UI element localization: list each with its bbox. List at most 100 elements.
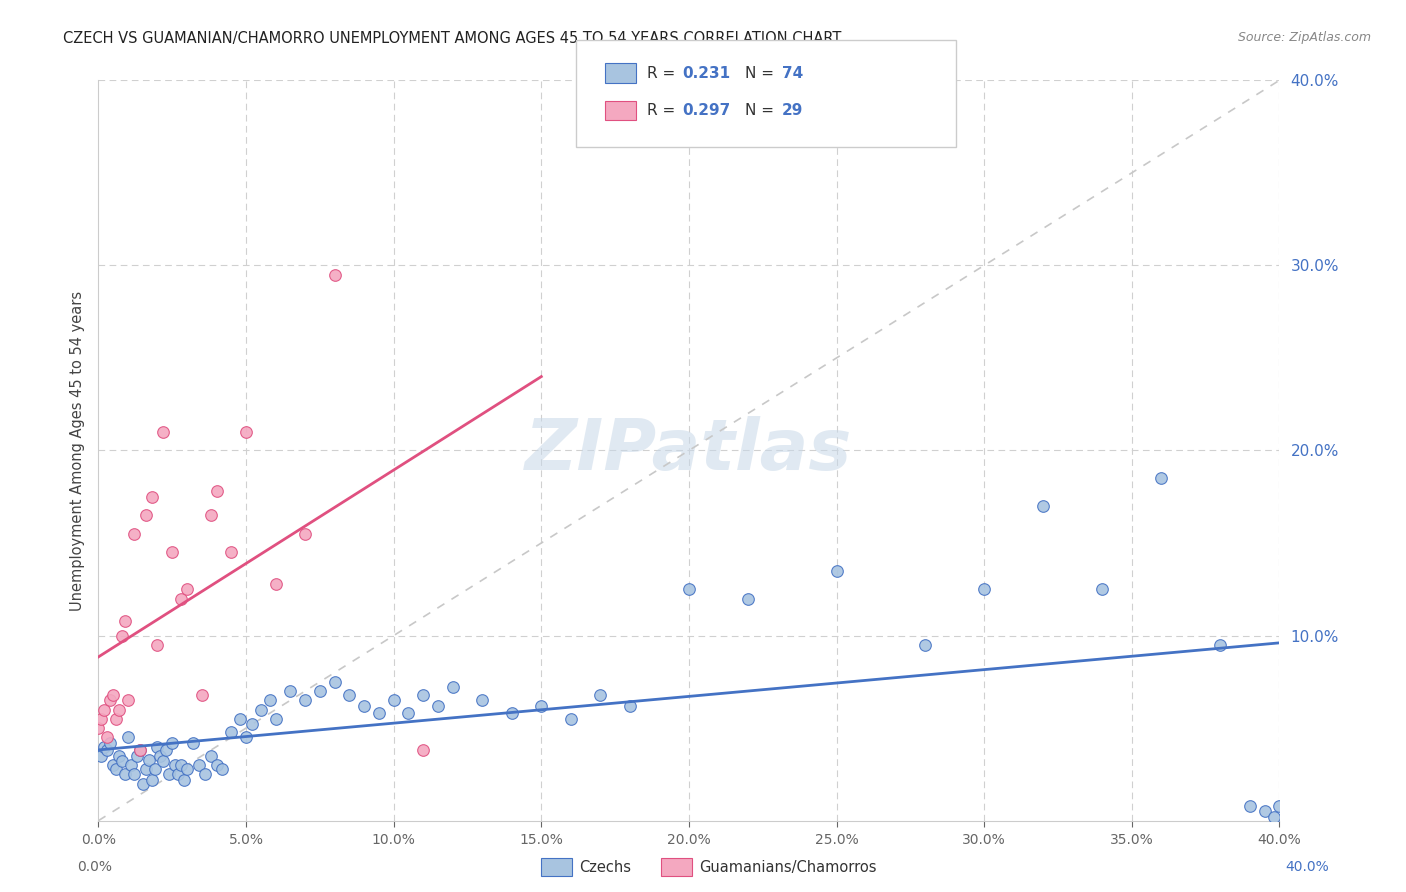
Point [125, 748, 148, 763]
Point [240, 717, 263, 731]
Point [1209, 638, 1232, 652]
Point [229, 712, 252, 726]
Point [117, 731, 139, 745]
Point [309, 684, 332, 698]
Point [176, 762, 198, 776]
Point [323, 674, 346, 689]
Point [250, 703, 273, 717]
Text: 0.0%: 0.0% [77, 860, 112, 874]
Text: N =: N = [745, 103, 779, 118]
Point [353, 698, 375, 713]
Point [155, 743, 177, 757]
Point [264, 576, 287, 591]
Point [90, 712, 112, 726]
Point [200, 508, 222, 523]
Text: 29: 29 [782, 103, 803, 118]
Text: ZIPatlas: ZIPatlas [526, 416, 852, 485]
Point [108, 748, 131, 763]
Point [589, 688, 612, 702]
Point [162, 545, 183, 559]
Point [235, 425, 257, 439]
Text: 40.0%: 40.0% [1285, 860, 1329, 874]
Point [368, 706, 391, 721]
Point [170, 758, 193, 772]
Point [135, 508, 157, 523]
Point [105, 712, 128, 726]
Point [165, 758, 187, 772]
Point [103, 758, 125, 772]
Point [128, 743, 150, 757]
Text: R =: R = [647, 66, 681, 80]
Point [96, 731, 118, 745]
Text: R =: R = [647, 103, 681, 118]
Point [235, 731, 257, 745]
Point [294, 693, 316, 707]
Text: 74: 74 [782, 66, 803, 80]
Point [132, 776, 155, 791]
Text: Czechs: Czechs [579, 860, 631, 874]
Point [122, 767, 145, 781]
Point [1239, 798, 1261, 813]
Point [205, 758, 228, 772]
Point [114, 614, 136, 628]
Point [280, 684, 302, 698]
Point [1263, 810, 1285, 824]
Point [973, 582, 995, 597]
Point [111, 755, 134, 769]
Point [152, 755, 174, 769]
Point [471, 693, 494, 707]
Point [181, 736, 204, 750]
Text: N =: N = [745, 66, 779, 80]
Text: 0.297: 0.297 [682, 103, 730, 118]
Point [146, 638, 169, 652]
Point [205, 484, 228, 499]
Point [560, 712, 582, 726]
Point [138, 753, 160, 767]
Point [1268, 798, 1291, 813]
Point [167, 767, 190, 781]
Point [221, 724, 243, 739]
Text: Source: ZipAtlas.com: Source: ZipAtlas.com [1237, 31, 1371, 45]
Y-axis label: Unemployment Among Ages 45 to 54 years: Unemployment Among Ages 45 to 54 years [69, 291, 84, 610]
Point [441, 681, 464, 695]
Point [825, 564, 848, 578]
Point [187, 758, 209, 772]
Point [141, 772, 163, 787]
Point [122, 526, 145, 541]
Point [93, 739, 115, 754]
Point [128, 743, 150, 757]
Point [170, 591, 193, 606]
Point [105, 762, 128, 776]
Point [914, 638, 936, 652]
Point [264, 712, 287, 726]
Point [211, 762, 233, 776]
Point [412, 688, 434, 702]
Point [117, 693, 139, 707]
Point [382, 693, 405, 707]
Point [96, 743, 118, 757]
Point [200, 748, 222, 763]
Text: Guamanians/Chamorros: Guamanians/Chamorros [699, 860, 876, 874]
Point [103, 688, 125, 702]
Point [135, 762, 157, 776]
Text: CZECH VS GUAMANIAN/CHAMORRO UNEMPLOYMENT AMONG AGES 45 TO 54 YEARS CORRELATION C: CZECH VS GUAMANIAN/CHAMORRO UNEMPLOYMENT… [63, 31, 842, 46]
Point [619, 698, 641, 713]
Point [141, 490, 163, 504]
Point [1091, 582, 1114, 597]
Point [412, 743, 434, 757]
Point [143, 762, 166, 776]
Point [191, 688, 214, 702]
Point [1254, 805, 1277, 819]
Point [737, 591, 759, 606]
Point [98, 693, 121, 707]
Point [1032, 499, 1054, 513]
Point [1150, 471, 1173, 485]
Point [398, 706, 420, 721]
Point [146, 739, 169, 754]
Point [173, 772, 195, 787]
Text: 0.231: 0.231 [682, 66, 730, 80]
Point [323, 268, 346, 282]
Point [108, 703, 131, 717]
Point [678, 582, 700, 597]
Point [176, 582, 198, 597]
